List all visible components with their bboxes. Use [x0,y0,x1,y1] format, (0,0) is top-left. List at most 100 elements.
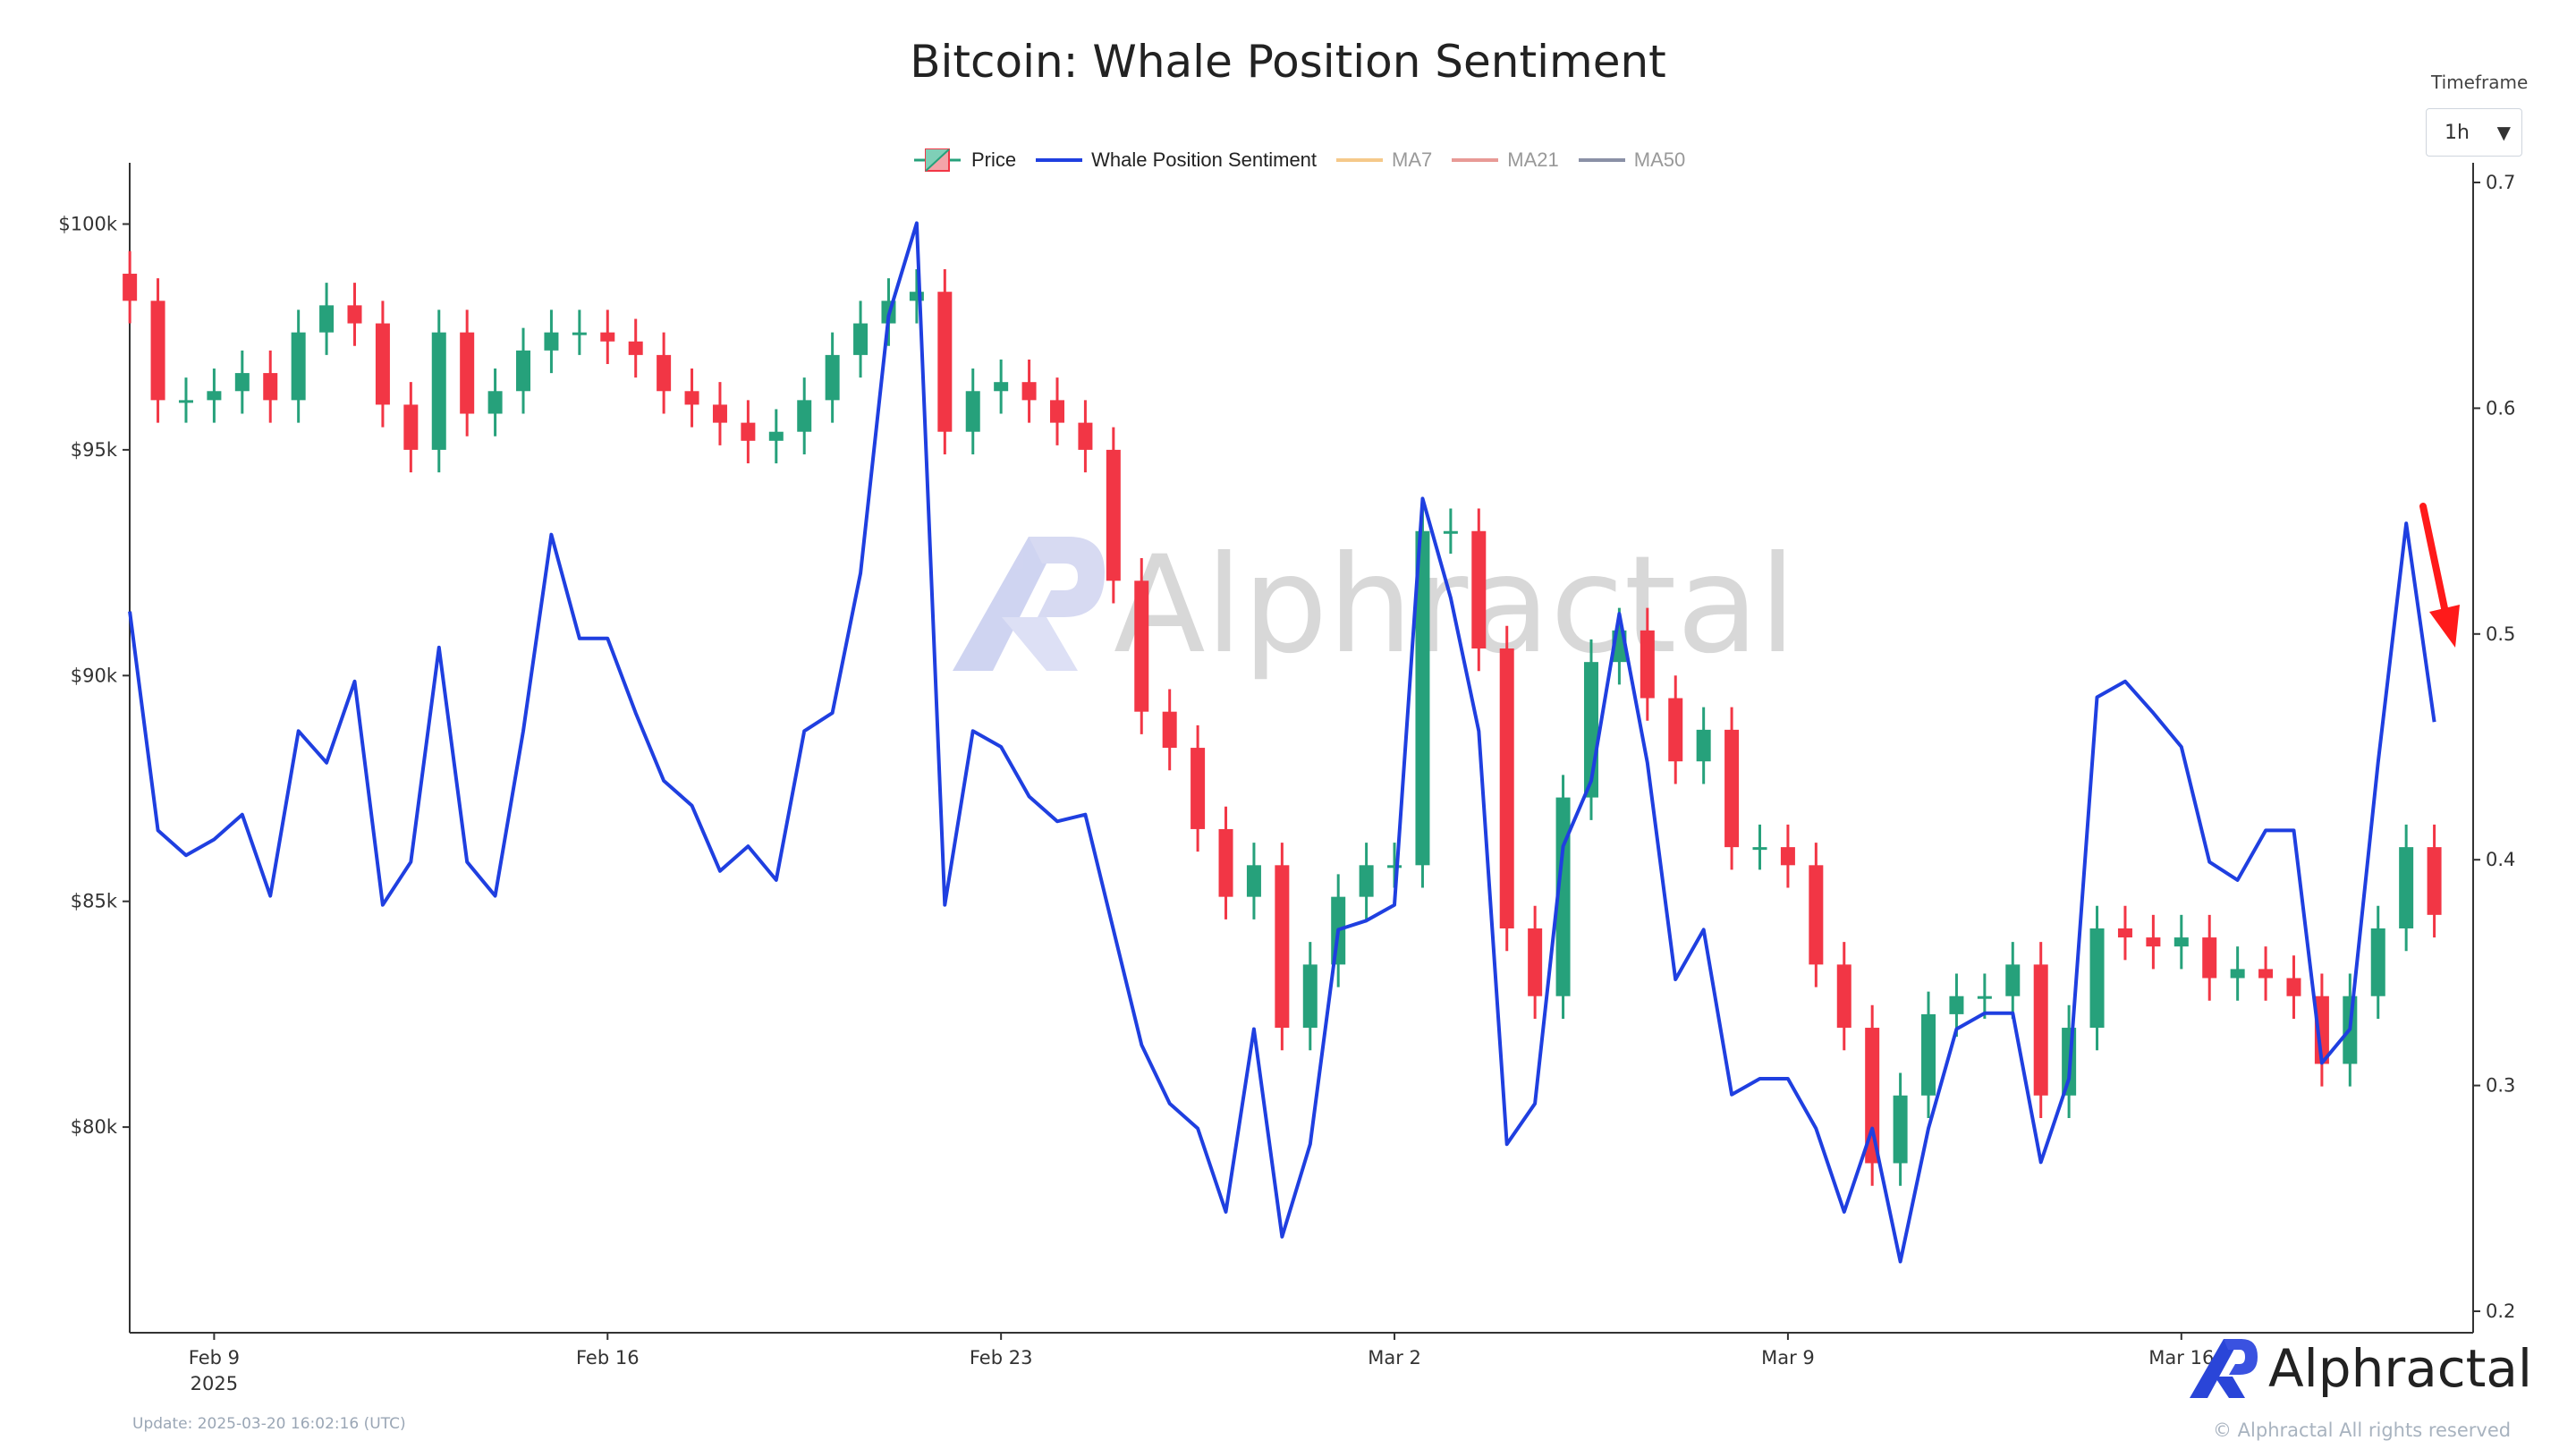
price-candle [1696,707,1711,784]
candle-body [2370,928,2385,996]
candle-body [965,391,980,432]
price-candle [1499,625,1514,952]
x-tick-label: Mar 2 [1368,1347,1421,1368]
candle-body [1134,580,1149,712]
timeframe-select[interactable]: 1h ▼ [2426,108,2522,157]
candle-body [1359,865,1374,897]
candle-body [1106,449,1121,581]
price-candle [1640,607,1655,721]
price-candle [572,309,587,355]
candle-body [1752,847,1767,851]
price-candle [234,350,250,414]
candle-body [1078,422,1093,450]
legend-item-price[interactable]: Price [912,147,1016,174]
price-candle [1528,905,1543,1019]
candle-body [2117,928,2132,938]
candle-body [1949,996,1964,1014]
candle-body [2399,847,2414,928]
whale-sentiment-line [128,221,2436,1264]
price-candle [853,301,869,378]
price-candle [2146,914,2161,970]
update-timestamp: Update: 2025-03-20 16:02:16 (UTC) [132,1415,406,1433]
candle-body [741,422,756,441]
price-candle [1078,400,1093,473]
price-candle [178,377,193,423]
price-candle [965,369,980,454]
candle-body [291,332,306,401]
price-candle [1752,824,1767,870]
candle-body [1893,1095,1908,1164]
line-swatch-icon [1336,158,1384,162]
price-candle [1668,675,1683,784]
price-candle [1724,707,1740,870]
candle-body [1528,928,1543,996]
x-tick-label: Feb 16 [576,1347,640,1368]
price-candle [347,283,362,346]
legend-label: Whale Position Sentiment [1091,148,1318,171]
candle-body [2146,937,2161,947]
candle-body [1443,530,1458,534]
price-candle [1359,843,1374,919]
left-tick-label: $80k [71,1116,118,1138]
legend-item-whale-sentiment[interactable]: Whale Position Sentiment [1036,148,1317,172]
candle-body [1415,530,1430,866]
brand-logo[interactable]: Alphractal [2188,1336,2532,1401]
candle-body [1387,865,1402,869]
price-candle [741,400,756,464]
candle-body [572,332,587,335]
candle-body [1865,1028,1880,1164]
candlestick-legend-icon [914,148,961,172]
legend-label: MA50 [1633,148,1686,171]
legend-label: MA21 [1507,148,1559,171]
price-candle [2230,946,2245,1001]
price-candle [1809,843,1824,987]
x-tick-label: Mar 9 [1761,1347,1815,1368]
candle-body [1275,865,1290,1029]
candle-body [937,292,953,432]
candle-body [1021,382,1037,401]
legend: Price Whale Position Sentiment MA7 MA21 … [912,147,1685,174]
legend-item-ma21[interactable]: MA21 [1452,148,1559,172]
price-candle [1836,942,1852,1051]
price-candle [2286,955,2301,1019]
chart-title: Bitcoin: Whale Position Sentiment [910,36,1666,88]
price-candle [1949,973,1964,1038]
left-tick-label: $100k [58,214,117,235]
right-tick-label: 0.3 [2486,1075,2515,1097]
red-down-arrow-annotation [2419,503,2460,648]
candle-body [994,382,1009,392]
candle-body [712,404,727,423]
price-candle [431,309,446,473]
right-tick-label: 0.4 [2486,849,2515,870]
candle-body [431,332,446,450]
alphractal-watermark-logo-icon [953,537,1105,671]
candle-body [825,354,840,401]
line-swatch-icon [1452,158,1499,162]
price-candle [1050,377,1064,445]
candle-body [1218,828,1233,897]
price-candle [2117,905,2132,961]
price-candle [2174,914,2189,970]
x-year-label: 2025 [191,1373,238,1394]
whale-sentiment-series [128,221,2436,1264]
axes: $100k $95k $90k $85k $80k 0.7 0.6 0.5 0.4 0.3 0.2 F… [58,163,2515,1394]
candle-body [403,404,419,450]
legend-item-ma50[interactable]: MA50 [1578,148,1686,172]
price-candle [1134,558,1149,734]
x-tick-label: Feb 9 [189,1347,240,1368]
candle-body [516,350,531,392]
price-candle [2399,824,2414,952]
candle-body [797,400,812,432]
candle-body [768,431,784,441]
candle-body [1191,748,1206,829]
price-candle [1893,1072,1908,1186]
right-tick-label: 0.2 [2486,1301,2515,1322]
candle-body [347,305,362,324]
candle-body [1555,797,1571,996]
candle-body [1836,964,1852,1029]
price-candle [1191,724,1206,852]
candle-body [263,373,278,401]
legend-item-ma7[interactable]: MA7 [1336,148,1432,172]
candle-body [1809,865,1824,965]
x-tick-label: Mar 16 [2148,1347,2214,1368]
